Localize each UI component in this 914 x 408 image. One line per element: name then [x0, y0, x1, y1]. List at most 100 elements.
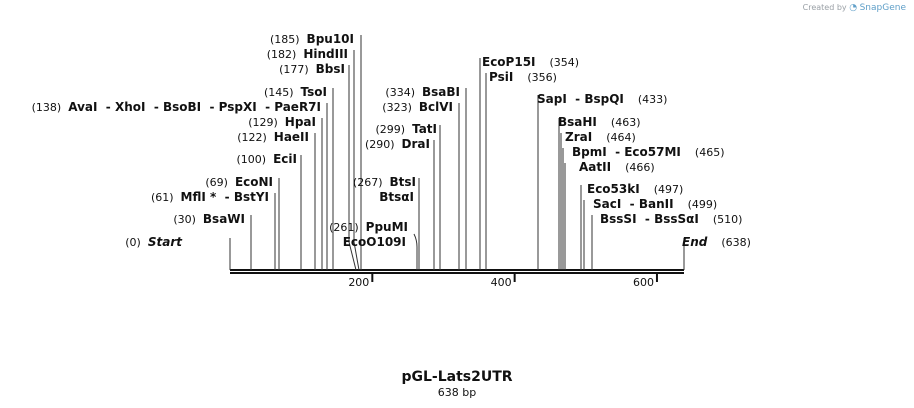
site-label: ZraI (464) [565, 130, 636, 144]
site-leader-line [353, 50, 360, 271]
site-label: (61) MflI * - BstYI [151, 190, 269, 204]
enzyme-name: PspXI [219, 100, 257, 114]
spacer [592, 131, 606, 144]
spacer [359, 221, 366, 234]
name-separator: - [607, 145, 625, 159]
enzyme-name: HaeII [274, 130, 309, 144]
site-eco53ki: Eco53kI (497) [587, 182, 683, 196]
site-psii: PsiI (356) [489, 70, 557, 84]
name-separator: - [257, 100, 275, 114]
spacer [681, 146, 695, 159]
site-position: (145) [264, 86, 294, 99]
enzyme-name: PpuMI [366, 220, 408, 234]
snapgene-credit: Created by ◔ SnapGene [803, 3, 906, 13]
site-position: (122) [237, 131, 267, 144]
enzyme-name: BsoBI [163, 100, 201, 114]
site-position: (464) [606, 131, 636, 144]
site-label: BtsαI [379, 190, 414, 204]
enzyme-name: Start [148, 235, 183, 249]
name-separator: - [201, 100, 219, 114]
spacer [228, 176, 235, 189]
enzyme-name: Eco57MI [624, 145, 681, 159]
enzyme-name: Eco53kI [587, 182, 640, 196]
site-label: Eco53kI (497) [587, 182, 683, 196]
enzyme-name: PaeR7I [274, 100, 321, 114]
site-leader-line [348, 65, 357, 271]
site-position: (290) [365, 138, 395, 151]
site-label: SacI - BanII (499) [593, 197, 717, 211]
site-label: SapI - BspQI (433) [537, 92, 667, 106]
site-label: BpmI - Eco57MI (465) [572, 145, 725, 159]
site-label: (129) HpaI [248, 115, 316, 129]
spacer [266, 153, 273, 166]
site-saci: SacI - BanII (499) [593, 197, 717, 211]
spacer [278, 116, 285, 129]
enzyme-name: EcoP15I [482, 55, 536, 69]
snapgene-logo-icon: ◔ [849, 3, 858, 13]
enzyme-name: ZraI [565, 130, 592, 144]
spacer [415, 86, 422, 99]
site-label: AatII (466) [579, 160, 655, 174]
site-label: (323) BclVI [382, 100, 453, 114]
spacer [395, 138, 402, 151]
site-position: (30) [173, 213, 196, 226]
site-label: (261) PpuMI [329, 220, 408, 234]
site-hpai: (129) HpaI [248, 115, 316, 129]
site-end: End (638) [682, 235, 751, 249]
site-position: (356) [527, 71, 557, 84]
site-position: (510) [713, 213, 743, 226]
spacer [267, 131, 274, 144]
spacer [699, 213, 713, 226]
site-econi: (69) EcoNI [205, 175, 273, 189]
spacer [624, 93, 638, 106]
enzyme-name: BspQI [584, 92, 624, 106]
enzyme-name: AvaI [68, 100, 97, 114]
site-label: (145) TsoI [264, 85, 327, 99]
enzyme-name: BclVI [419, 100, 453, 114]
enzyme-name: BsaBI [422, 85, 460, 99]
site-ecii: (100) EciI [237, 152, 297, 166]
site-position: (638) [721, 236, 751, 249]
site-position: (61) [151, 191, 174, 204]
enzyme-name: SacI [593, 197, 621, 211]
enzyme-name: EciI [273, 152, 297, 166]
site-label: End (638) [682, 235, 751, 249]
site-bsahi: BsaHI (463) [558, 115, 641, 129]
site-ecoo109i: EcoO109I [343, 235, 406, 249]
site-label: PsiI (356) [489, 70, 557, 84]
site-position: (323) [382, 101, 412, 114]
spacer [405, 123, 412, 136]
enzyme-name: PsiI [489, 70, 513, 84]
site-position: (100) [237, 153, 267, 166]
site-label: (334) BsaBI [385, 85, 460, 99]
name-separator: - [621, 197, 639, 211]
spacer [536, 56, 550, 69]
site-aatii: AatII (466) [579, 160, 655, 174]
spacer [300, 33, 307, 46]
site-label: (0) Start [125, 235, 183, 249]
spacer [61, 101, 68, 114]
site-bsssi: BssSI - BssSαI (510) [600, 212, 742, 226]
site-ppumi: (261) PpuMI [329, 220, 408, 234]
spacer [412, 101, 419, 114]
spacer [513, 71, 527, 84]
spacer [294, 86, 301, 99]
spacer [309, 63, 316, 76]
site-position: (463) [611, 116, 641, 129]
enzyme-name: DraI [402, 137, 430, 151]
site-label: (177) BbsI [279, 62, 345, 76]
site-position: (334) [385, 86, 415, 99]
site-position: (433) [638, 93, 668, 106]
site-label: (185) Bpu10I [270, 32, 354, 46]
spacer [707, 236, 721, 249]
site-position: (466) [625, 161, 655, 174]
spacer [611, 161, 625, 174]
site-bts-i: BtsαI [379, 190, 414, 204]
site-bsabi: (334) BsaBI [385, 85, 460, 99]
axis-tick-label: 200 [348, 276, 369, 289]
name-separator: - [637, 212, 655, 226]
sequence-name: pGL-Lats2UTR [401, 369, 513, 385]
site-label: BsaHI (463) [558, 115, 641, 129]
enzyme-name: BbsI [316, 62, 345, 76]
